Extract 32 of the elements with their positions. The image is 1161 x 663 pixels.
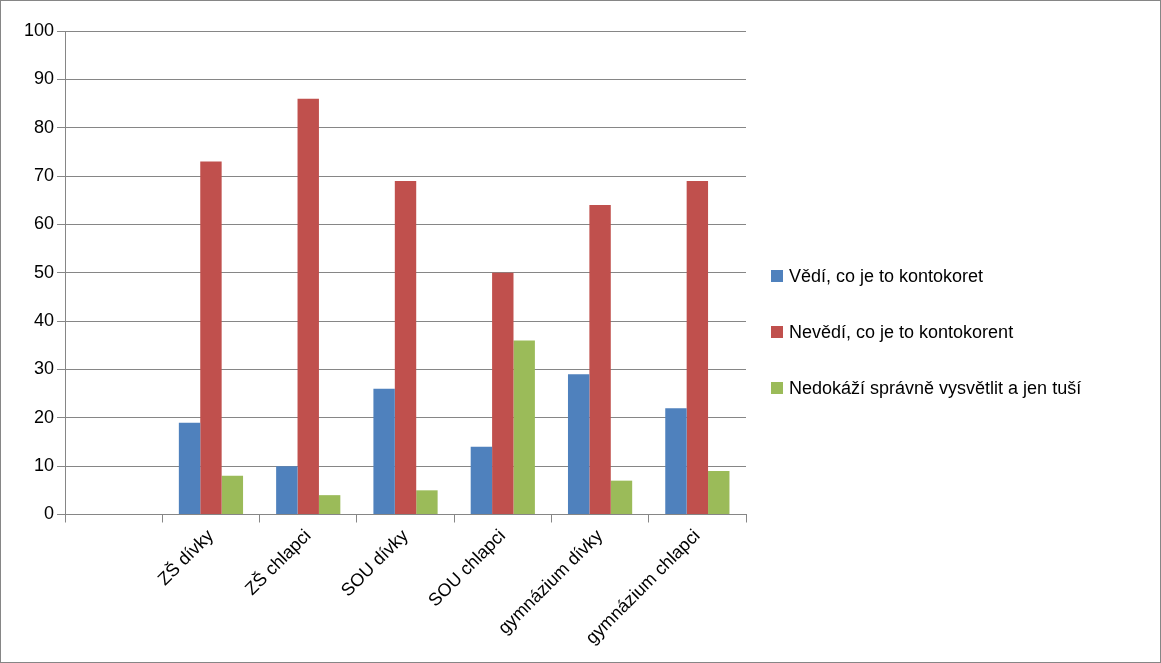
bar bbox=[200, 161, 222, 514]
legend-label: Vědí, co je to kontokoret bbox=[789, 264, 984, 288]
bar bbox=[708, 470, 730, 514]
y-tick-label: 20 bbox=[34, 406, 55, 427]
bar bbox=[416, 490, 438, 514]
y-tick-label: 10 bbox=[34, 455, 55, 476]
bar bbox=[665, 408, 687, 514]
bar bbox=[686, 180, 709, 514]
y-tick-label: 70 bbox=[34, 165, 55, 186]
y-tick-label: 40 bbox=[34, 310, 55, 331]
bar bbox=[492, 272, 514, 514]
bar bbox=[318, 495, 341, 514]
bar bbox=[610, 480, 633, 514]
y-tick-label: 0 bbox=[44, 503, 55, 524]
y-tick-label: 90 bbox=[34, 68, 55, 89]
bar bbox=[297, 98, 319, 514]
legend-label: Nedokáží správně vysvětlit a jen tuší bbox=[789, 376, 1082, 400]
bar bbox=[178, 422, 201, 514]
bar bbox=[221, 475, 244, 514]
bar bbox=[394, 180, 417, 514]
y-tick-label: 60 bbox=[34, 213, 55, 234]
y-tick-label: 80 bbox=[34, 116, 55, 137]
y-tick-label: 50 bbox=[34, 261, 55, 282]
bar bbox=[470, 446, 493, 514]
bar bbox=[276, 466, 298, 514]
bar bbox=[373, 388, 395, 514]
y-tick-label: 100 bbox=[23, 19, 55, 40]
y-tick-label: 30 bbox=[34, 358, 55, 379]
legend-label: Nevědí, co je to kontokorent bbox=[789, 320, 1014, 344]
bar bbox=[513, 340, 535, 514]
bar bbox=[589, 205, 611, 514]
bar bbox=[567, 374, 590, 514]
